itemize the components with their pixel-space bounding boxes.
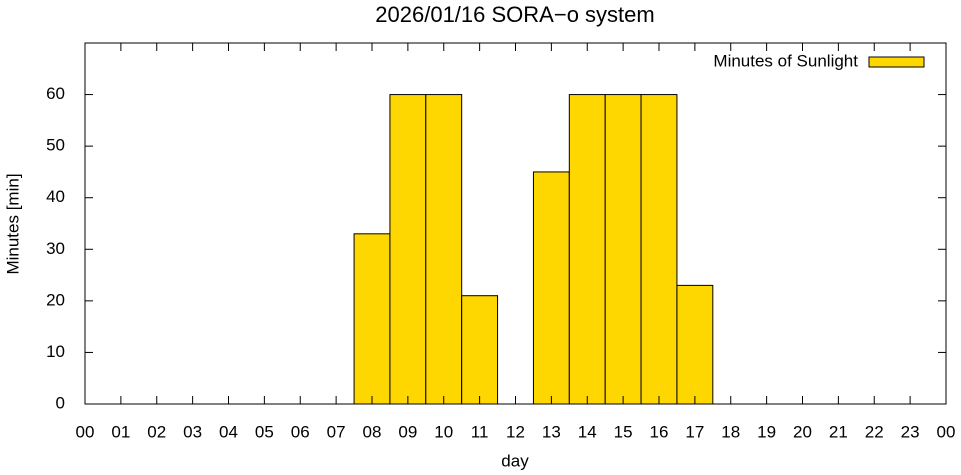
x-tick-label: 07 [327, 422, 346, 441]
x-tick-label: 14 [578, 422, 597, 441]
x-tick-label: 22 [865, 422, 884, 441]
y-axis-label: Minutes [min] [3, 173, 22, 274]
x-tick-label: 12 [506, 422, 525, 441]
x-tick-label: 00 [76, 422, 95, 441]
x-tick-label: 13 [542, 422, 561, 441]
plot-frame [84, 42, 947, 405]
legend-label: Minutes of Sunlight [713, 51, 858, 70]
bar [425, 94, 463, 405]
x-tick-label: 05 [255, 422, 274, 441]
x-tick-label: 00 [937, 422, 956, 441]
bar [532, 171, 570, 405]
x-tick-label: 17 [685, 422, 704, 441]
bar [568, 94, 606, 405]
chart-title: 2026/01/16 SORA−o system [375, 2, 654, 27]
x-tick-label: 04 [219, 422, 238, 441]
x-tick-label: 10 [434, 422, 453, 441]
y-tick-label: 10 [46, 342, 65, 361]
bar [640, 94, 678, 405]
bar [676, 284, 714, 405]
bar [353, 233, 391, 405]
x-tick-label: 20 [793, 422, 812, 441]
x-tick-label: 16 [650, 422, 669, 441]
bar [604, 94, 642, 405]
y-tick-label: 20 [46, 290, 65, 309]
x-tick-label: 09 [398, 422, 417, 441]
x-tick-label: 18 [721, 422, 740, 441]
legend-swatch [868, 56, 925, 68]
x-tick-label: 08 [363, 422, 382, 441]
y-tick-label: 0 [56, 393, 65, 412]
y-tick-label: 40 [46, 187, 65, 206]
bar [461, 295, 499, 405]
x-tick-label: 01 [111, 422, 130, 441]
y-tick-label: 30 [46, 239, 65, 258]
y-tick-label: 50 [46, 136, 65, 155]
x-tick-label: 19 [757, 422, 776, 441]
x-tick-label: 02 [147, 422, 166, 441]
x-axis-label: day [501, 451, 529, 470]
x-tick-label: 11 [471, 422, 489, 441]
x-tick-label: 03 [183, 422, 202, 441]
x-tick-label: 21 [829, 422, 848, 441]
y-tick-label: 60 [46, 84, 65, 103]
bar [389, 94, 427, 405]
x-tick-label: 23 [901, 422, 920, 441]
x-tick-label: 15 [614, 422, 633, 441]
x-tick-label: 06 [291, 422, 310, 441]
